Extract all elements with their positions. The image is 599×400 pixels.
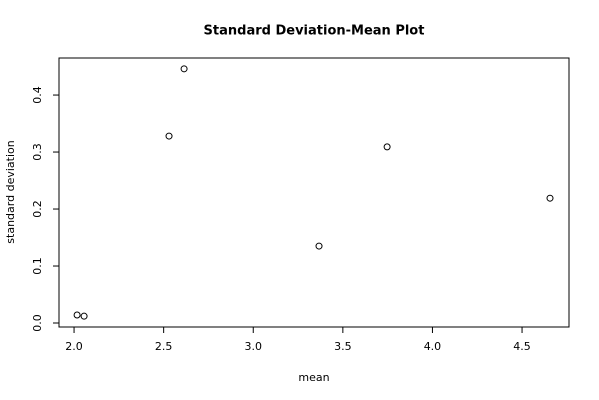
chart-title: Standard Deviation-Mean Plot bbox=[204, 24, 425, 39]
y-tick-label: 0.0 bbox=[31, 314, 44, 332]
x-tick-label: 3.0 bbox=[245, 340, 263, 353]
point bbox=[165, 132, 173, 140]
point bbox=[383, 143, 391, 151]
x-tick-label: 2.5 bbox=[155, 340, 173, 353]
point bbox=[315, 242, 323, 250]
y-tick-label: 0.1 bbox=[31, 257, 44, 275]
y-axis-label: standard deviation bbox=[4, 140, 17, 243]
point bbox=[180, 65, 188, 73]
point bbox=[73, 311, 81, 319]
x-tick-label: 4.0 bbox=[424, 340, 442, 353]
y-tick-label: 0.2 bbox=[31, 200, 44, 218]
point bbox=[546, 194, 554, 202]
x-tick-label: 3.5 bbox=[334, 340, 352, 353]
x-axis-label: mean bbox=[298, 371, 329, 384]
x-tick-label: 2.0 bbox=[65, 340, 83, 353]
plot-frame bbox=[58, 57, 570, 328]
point bbox=[80, 312, 88, 320]
y-tick-label: 0.3 bbox=[31, 143, 44, 161]
y-tick-label: 0.4 bbox=[31, 86, 44, 104]
x-tick-label: 4.5 bbox=[513, 340, 531, 353]
